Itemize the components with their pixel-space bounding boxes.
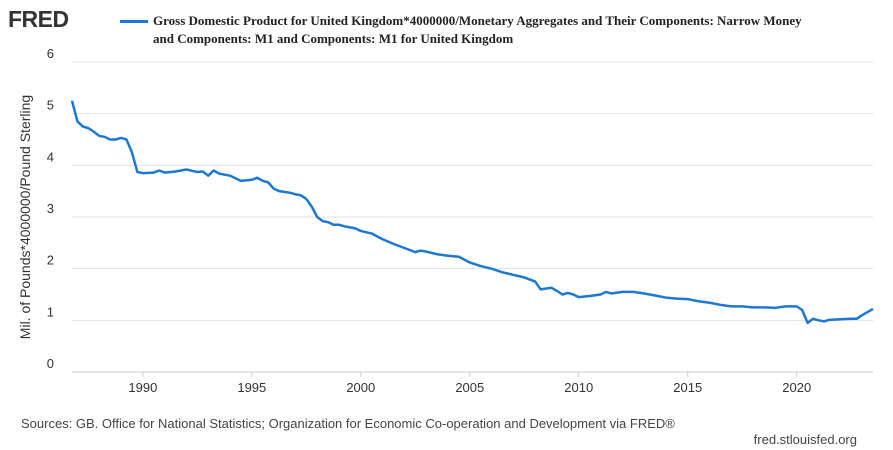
y-tick-label: 1 [47,304,54,319]
y-tick-label: 3 [47,201,54,216]
x-tick-label: 2000 [346,380,375,395]
y-axis-label: Mil. of Pounds*4000000/Pound Sterling [17,95,33,339]
legend: Gross Domestic Product for United Kingdo… [120,12,813,48]
site: fred.stlouisfed.org [753,432,857,447]
x-tick-label: 2020 [782,380,811,395]
x-tick-label: 2010 [564,380,593,395]
series-line [70,100,874,325]
logo: FRED [8,6,69,32]
x-tick-label: 1995 [237,380,266,395]
legend-swatch [120,20,148,23]
y-tick-label: 2 [47,253,54,268]
x-tick-label: 1990 [128,380,157,395]
y-tick-label: 6 [47,46,54,61]
x-tick-label: 2005 [455,380,484,395]
y-tick-label: 5 [47,98,54,113]
x-tick-label: 2015 [673,380,702,395]
legend-label: Gross Domestic Product for United Kingdo… [153,13,802,46]
y-tick-label: 4 [47,149,54,164]
y-tick-label: 0 [47,356,54,371]
source: Sources: GB. Office for National Statist… [21,416,675,431]
